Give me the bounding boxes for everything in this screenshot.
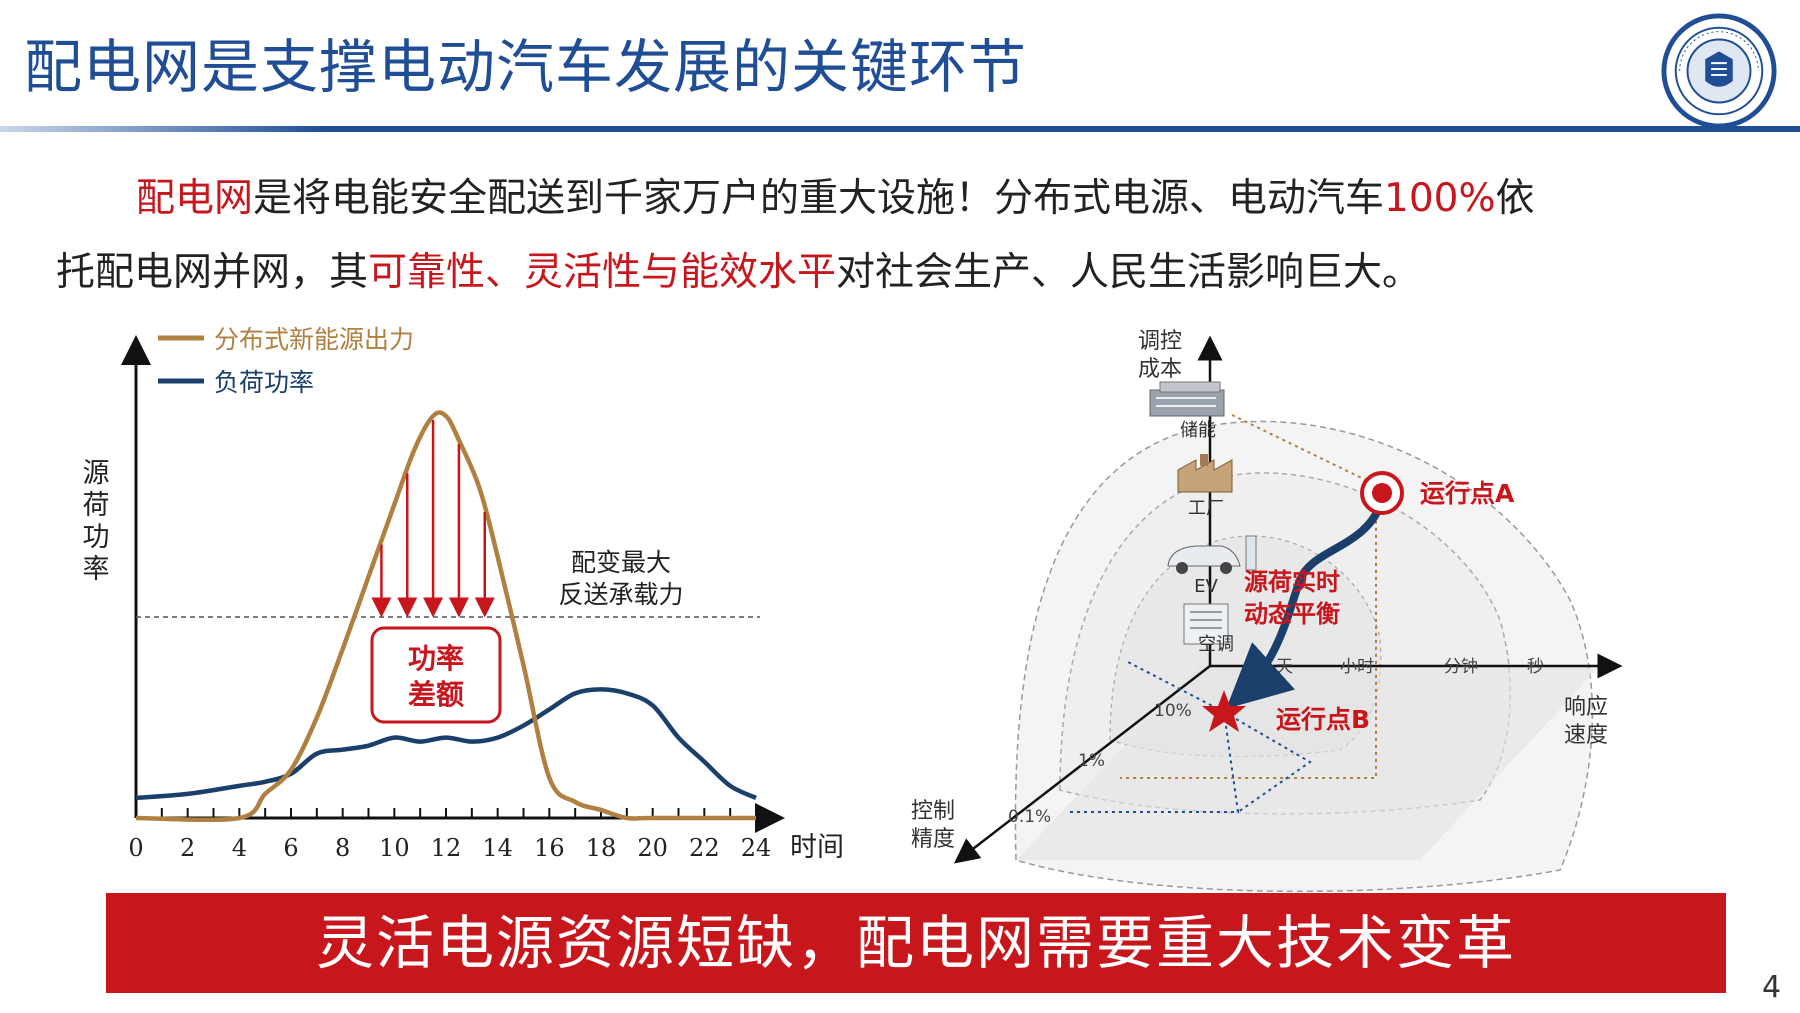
legend: 分布式新能源出力 负荷功率 bbox=[158, 325, 414, 397]
intro-highlight-qualities: 可靠性、灵活性与能效水平 bbox=[368, 250, 837, 295]
intro-text: 是将电能安全配送到千家万户的重大设施！分布式电源、电动汽车 bbox=[253, 176, 1385, 221]
x-tick-label: 20 bbox=[637, 834, 668, 862]
point-a-label: 运行点A bbox=[1420, 479, 1515, 508]
guide-dotted-point-b-2 bbox=[1127, 661, 1312, 813]
air-conditioner-icon bbox=[1183, 603, 1229, 645]
power-gap-label-line2: 差额 bbox=[408, 678, 464, 711]
conclusion-banner: 灵活电源资源短缺，配电网需要重大技术变革 bbox=[106, 893, 1726, 993]
slide-title: 配电网是支撑电动汽车发展的关键环节 bbox=[24, 33, 1028, 101]
y-axis-label-char: 功 bbox=[83, 522, 110, 553]
legend-label-load: 负荷功率 bbox=[214, 368, 314, 397]
x-tick-label: 22 bbox=[689, 834, 720, 862]
air-conditioner-label: 空调 bbox=[1198, 634, 1234, 655]
intro-text: 依 bbox=[1495, 176, 1535, 221]
factory-label: 工厂 bbox=[1188, 498, 1224, 519]
x-ticks: 0 2 4 6 8 10 12 14 16 18 20 22 24 bbox=[128, 808, 771, 862]
balance-label-line2: 动态平衡 bbox=[1244, 600, 1340, 628]
threshold-label-line2: 反送承载力 bbox=[558, 580, 683, 609]
speed-tick-hour: 小时 bbox=[1340, 657, 1374, 677]
point-a-marker bbox=[1360, 471, 1404, 515]
legend-label-renewable: 分布式新能源出力 bbox=[214, 325, 414, 354]
trajectory-arrow bbox=[1226, 496, 1386, 709]
precision-tick-01: 0.1% bbox=[1008, 807, 1051, 827]
intro-line-2: 托配电网并网，其可靠性、灵活性与能效水平对社会生产、人民生活影响巨大。 bbox=[56, 236, 1756, 310]
y-axis-label-char: 荷 bbox=[83, 490, 110, 521]
intro-text: 对社会生产、人民生活影响巨大。 bbox=[836, 250, 1422, 295]
storage-label: 储能 bbox=[1180, 420, 1216, 441]
power-gap-label-line1: 功率 bbox=[408, 642, 464, 675]
threshold-label-line1: 配变最大 bbox=[571, 548, 671, 577]
intro-line-1: 配电网是将电能安全配送到千家万户的重大设施！分布式电源、电动汽车100%依 bbox=[56, 162, 1756, 236]
guide-dotted-storage bbox=[1120, 414, 1377, 779]
power-gap-arrows bbox=[371, 420, 495, 618]
x-tick-label: 16 bbox=[534, 834, 565, 862]
x-tick-label: 0 bbox=[128, 834, 143, 862]
x-tick-label: 10 bbox=[379, 834, 410, 862]
page-number: 4 bbox=[1762, 970, 1782, 1005]
guide-dotted-point-b bbox=[1066, 711, 1240, 813]
axis-precision-label-line1: 控制 bbox=[911, 799, 955, 824]
intro-highlight-percent: 100% bbox=[1384, 176, 1496, 221]
point-b-label: 运行点B bbox=[1276, 705, 1370, 734]
intro-text: 托配电网并网，其 bbox=[56, 250, 369, 295]
speed-tick-day: 天 bbox=[1276, 657, 1293, 677]
point-b-star-icon bbox=[1202, 690, 1246, 732]
axis-precision-label-line2: 精度 bbox=[911, 827, 955, 852]
axis-cost-label-line1: 调控 bbox=[1138, 329, 1182, 354]
x-tick-label: 18 bbox=[586, 834, 617, 862]
university-logo-icon bbox=[1661, 13, 1777, 129]
precision-tick-1: 1% bbox=[1078, 751, 1105, 771]
x-tick-label: 8 bbox=[335, 834, 350, 862]
x-tick-label: 2 bbox=[180, 834, 195, 862]
axis-speed-label-line2: 速度 bbox=[1564, 723, 1608, 748]
power-gap-box bbox=[370, 626, 502, 724]
y-axis-label-char: 源 bbox=[83, 458, 110, 489]
ev-icon bbox=[1167, 535, 1257, 574]
y-axis-label: 源荷功率 bbox=[83, 458, 110, 585]
x-axis-label: 时间 bbox=[790, 832, 844, 863]
x-tick-label: 14 bbox=[482, 834, 513, 862]
speed-tick-second: 秒 bbox=[1527, 657, 1544, 677]
balance-label-line1: 源荷实时 bbox=[1244, 568, 1340, 596]
precision-tick-10: 10% bbox=[1154, 701, 1192, 721]
factory-icon bbox=[1177, 454, 1233, 493]
intro-paragraph: 配电网是将电能安全配送到千家万户的重大设施！分布式电源、电动汽车100%依 托配… bbox=[56, 162, 1756, 310]
axis-cost-label-line2: 成本 bbox=[1138, 357, 1182, 382]
ev-label: EV bbox=[1194, 576, 1218, 597]
x-tick-label: 12 bbox=[431, 834, 462, 862]
x-tick-label: 6 bbox=[283, 834, 298, 862]
storage-icon bbox=[1149, 381, 1225, 417]
title-divider bbox=[0, 126, 1800, 132]
y-axis-label-text: 源荷功率 bbox=[83, 458, 110, 585]
x-tick-label: 24 bbox=[741, 834, 772, 862]
speed-tick-minute: 分钟 bbox=[1444, 657, 1478, 677]
x-tick-label: 4 bbox=[232, 834, 247, 862]
axis-precision bbox=[954, 665, 1211, 864]
intro-highlight-grid: 配电网 bbox=[136, 176, 254, 221]
y-axis-label-char: 率 bbox=[83, 554, 110, 585]
series-line-renewable bbox=[135, 410, 756, 823]
axis-speed-label-line1: 响应 bbox=[1564, 695, 1608, 720]
